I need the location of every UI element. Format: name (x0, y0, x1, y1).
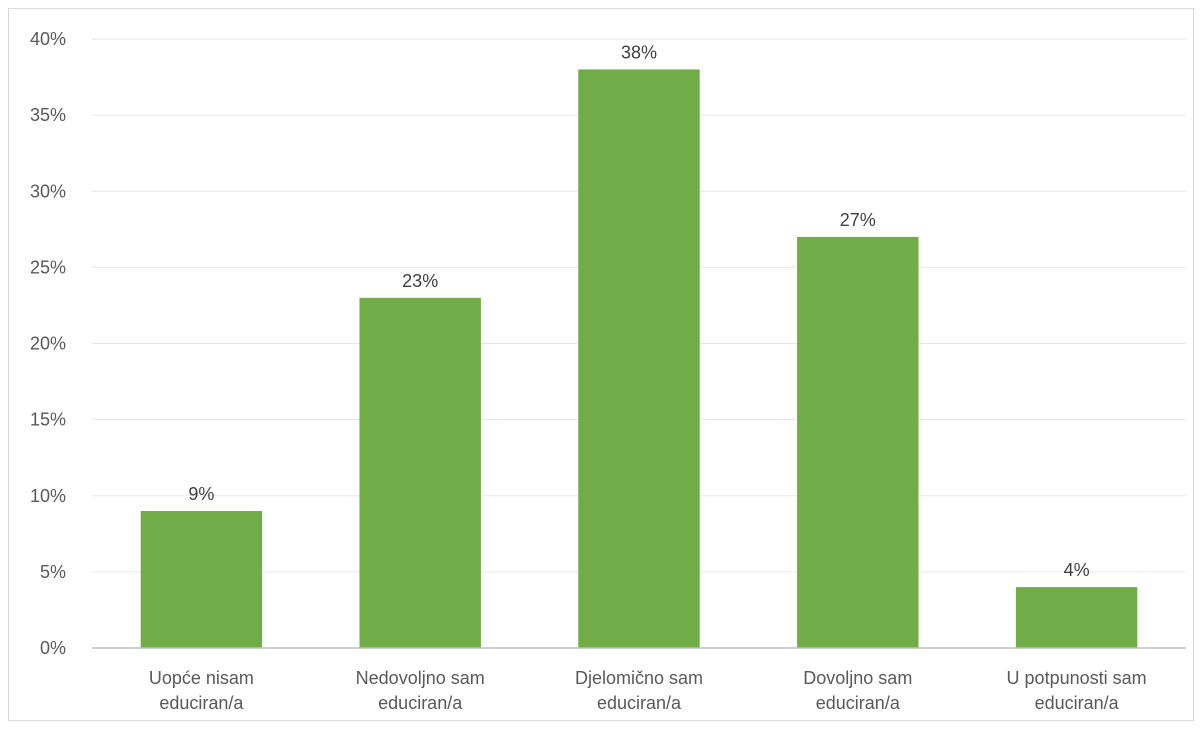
x-category-label: Nedovoljno sam (356, 668, 485, 688)
bar (1015, 587, 1138, 648)
x-category-label: Uopće nisam (149, 668, 254, 688)
y-tick-label: 30% (30, 181, 66, 201)
x-category-label: U potpunosti sam (1007, 668, 1147, 688)
data-label: 4% (1064, 560, 1090, 580)
y-tick-label: 40% (30, 29, 66, 49)
bar (797, 236, 919, 649)
data-label: 38% (621, 42, 657, 62)
x-category-label: Djelomično sam (575, 668, 703, 688)
x-category-label: educiran/a (597, 693, 682, 713)
x-category-label: educiran/a (378, 693, 463, 713)
y-tick-label: 5% (40, 562, 66, 582)
x-category-label: educiran/a (816, 693, 901, 713)
bar (359, 297, 481, 648)
x-category-label: educiran/a (159, 693, 244, 713)
y-tick-label: 0% (40, 638, 66, 658)
x-category-label: Dovoljno sam (803, 668, 912, 688)
x-category-label: educiran/a (1035, 693, 1120, 713)
y-tick-label: 35% (30, 105, 66, 125)
bar (140, 510, 263, 648)
data-label: 27% (840, 210, 876, 230)
y-tick-label: 15% (30, 410, 66, 430)
y-tick-label: 10% (30, 486, 66, 506)
data-label: 23% (402, 271, 438, 291)
y-tick-label: 20% (30, 334, 66, 354)
y-tick-label: 25% (30, 257, 66, 277)
data-label: 9% (188, 484, 214, 504)
bar (578, 69, 700, 648)
